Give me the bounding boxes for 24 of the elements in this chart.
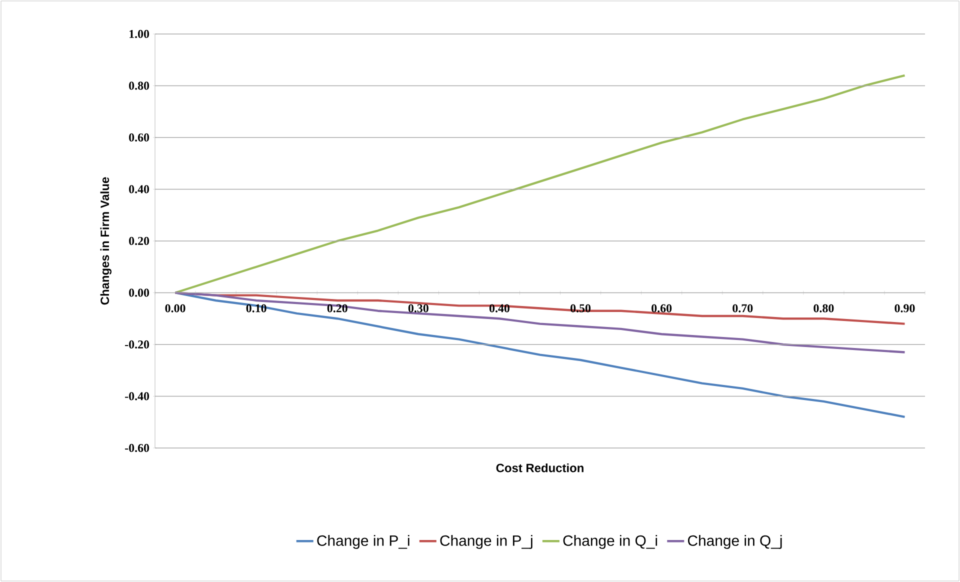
- legend-label: Change in Q_i: [563, 534, 658, 549]
- legend-label: Change in P_j: [440, 534, 532, 549]
- x-tick-label: 0.10: [246, 304, 266, 312]
- y-tick-label: -0.20: [125, 340, 150, 349]
- y-tick-label: 0.60: [129, 133, 150, 142]
- y-axis-title: Changes in Firm Value: [100, 177, 112, 305]
- x-tick-label: 0.90: [894, 304, 915, 312]
- y-tick-label: -0.40: [125, 392, 150, 400]
- legend-label: Change in P_i: [317, 534, 410, 549]
- y-tick-label: 0.80: [129, 82, 150, 90]
- x-tick-label: 0.40: [489, 304, 510, 312]
- x-tick-label: 0.60: [652, 304, 672, 312]
- x-tick-label: 0.80: [814, 304, 834, 312]
- y-tick-label: 0.40: [129, 185, 150, 194]
- legend-label: Change in Q_j: [688, 534, 782, 549]
- x-tick-label: 0.30: [408, 304, 428, 312]
- x-axis-title: Cost Reduction: [496, 463, 584, 472]
- x-tick-label: 0.70: [732, 304, 753, 312]
- y-tick-label: 0.00: [129, 288, 150, 297]
- y-tick-label: -0.60: [125, 444, 150, 452]
- y-tick-label: 0.20: [129, 236, 150, 246]
- x-tick-label: 0.00: [165, 304, 186, 312]
- y-tick-label: 1.00: [130, 30, 150, 38]
- x-tick-label: 0.20: [327, 304, 348, 312]
